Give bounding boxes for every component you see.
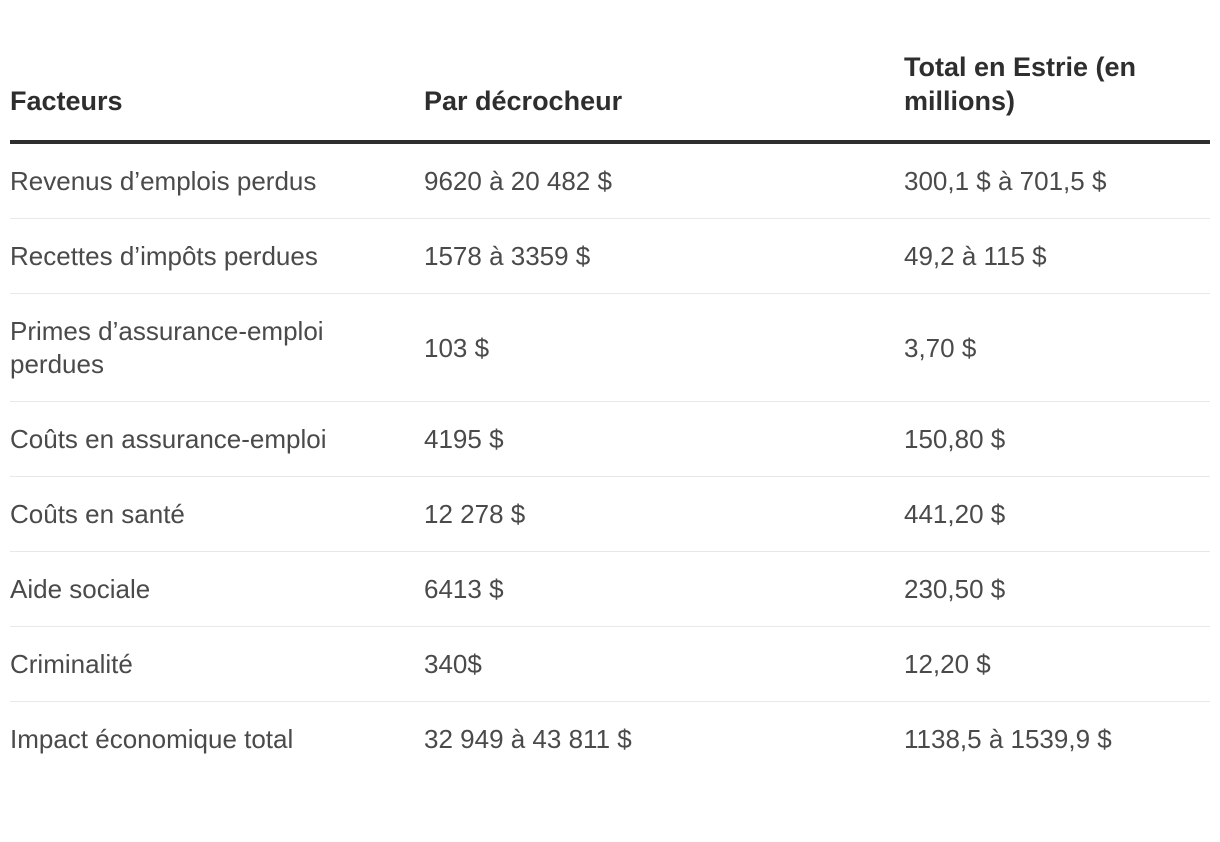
cell-par-decrocheur: 103 $ (424, 293, 904, 402)
cell-total-estrie: 1138,5 à 1539,9 $ (904, 724, 1112, 754)
cell-total-estrie: 150,80 $ (904, 401, 1210, 477)
cell-facteur: Primes d’assurance-emploi perdues (10, 293, 424, 402)
column-header-par-decrocheur: Par décrocheur (424, 50, 904, 144)
table-row: Primes d’assurance-emploi perdues 103 $ … (10, 293, 1210, 402)
table-row: Aide sociale 6413 $ 230,50 $ (10, 551, 1210, 627)
table-row: Criminalité 340$ 12,20 $ (10, 626, 1210, 702)
cell-par-decrocheur: 9620 à 20 482 $ (424, 142, 904, 219)
header-row: Facteurs Par décrocheur Total en Estrie … (10, 50, 1210, 144)
cell-facteur: Recettes d’impôts perdues (10, 218, 424, 294)
table-header: Facteurs Par décrocheur Total en Estrie … (10, 50, 1210, 144)
cell-par-decrocheur: 32 949 à 43 811 $ (424, 724, 632, 754)
impact-table: Facteurs Par décrocheur Total en Estrie … (10, 50, 1210, 776)
cell-facteur: Impact économique total (10, 724, 294, 754)
cell-facteur: Coûts en santé (10, 476, 424, 552)
column-header-facteurs: Facteurs (10, 50, 424, 144)
cell-par-decrocheur: 340$ (424, 626, 904, 702)
cell-total-estrie: 300,1 $ à 701,5 $ (904, 142, 1210, 219)
cell-total-estrie: 441,20 $ (904, 476, 1210, 552)
cell-par-decrocheur: 1578 à 3359 $ (424, 218, 904, 294)
cell-par-decrocheur: 6413 $ (424, 551, 904, 627)
cell-facteur: Coûts en assurance-emploi (10, 401, 424, 477)
table-container: Facteurs Par décrocheur Total en Estrie … (0, 50, 1220, 776)
cell-total-estrie: 3,70 $ (904, 293, 1210, 402)
cell-total-estrie: 49,2 à 115 $ (904, 218, 1210, 294)
table-row: Recettes d’impôts perdues 1578 à 3359 $ … (10, 218, 1210, 294)
table-row: Impact économique total 32 949 à 43 811 … (10, 702, 1210, 777)
column-header-total-estrie: Total en Estrie (en millions) (904, 50, 1210, 144)
cell-total-estrie: 12,20 $ (904, 626, 1210, 702)
cell-facteur: Criminalité (10, 626, 424, 702)
cell-facteur: Aide sociale (10, 551, 424, 627)
table-row: Coûts en assurance-emploi 4195 $ 150,80 … (10, 401, 1210, 477)
table-row: Revenus d’emplois perdus 9620 à 20 482 $… (10, 142, 1210, 219)
table-row: Coûts en santé 12 278 $ 441,20 $ (10, 476, 1210, 552)
table-body: Revenus d’emplois perdus 9620 à 20 482 $… (10, 142, 1210, 776)
cell-par-decrocheur: 4195 $ (424, 401, 904, 477)
cell-facteur: Revenus d’emplois perdus (10, 142, 424, 219)
cell-total-estrie: 230,50 $ (904, 551, 1210, 627)
cell-par-decrocheur: 12 278 $ (424, 476, 904, 552)
